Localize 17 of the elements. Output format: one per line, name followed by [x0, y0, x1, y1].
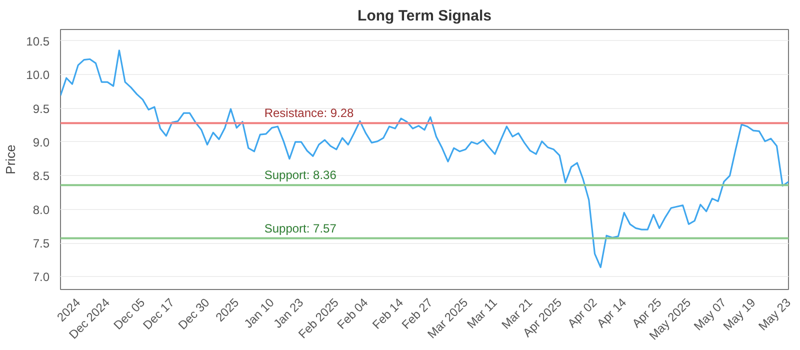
- y-tick-label: 7.5: [32, 236, 50, 251]
- ref-line-label: Support: 7.57: [264, 221, 337, 236]
- y-tick-label: 7.0: [32, 270, 50, 284]
- y-tick-label: 8.5: [32, 169, 50, 184]
- y-tick-label: 9.0: [32, 135, 50, 150]
- chart-title: Long Term Signals: [358, 8, 492, 24]
- y-tick-label: 9.5: [32, 102, 50, 116]
- x-tick-label: Apr 02: [564, 295, 600, 330]
- line-series: [60, 50, 788, 268]
- x-tick-label: May 23: [756, 295, 794, 334]
- y-tick-label: 8.0: [32, 202, 50, 217]
- y-tick-label: 10.0: [26, 68, 50, 82]
- y-tick-label: 10.5: [26, 34, 50, 48]
- x-tick-label: Dec 30: [175, 295, 212, 332]
- ref-line-label: Resistance: 9.28: [264, 106, 354, 120]
- ref-line-label: Support: 8.36: [264, 168, 337, 182]
- y-axis-title: Price: [3, 144, 18, 174]
